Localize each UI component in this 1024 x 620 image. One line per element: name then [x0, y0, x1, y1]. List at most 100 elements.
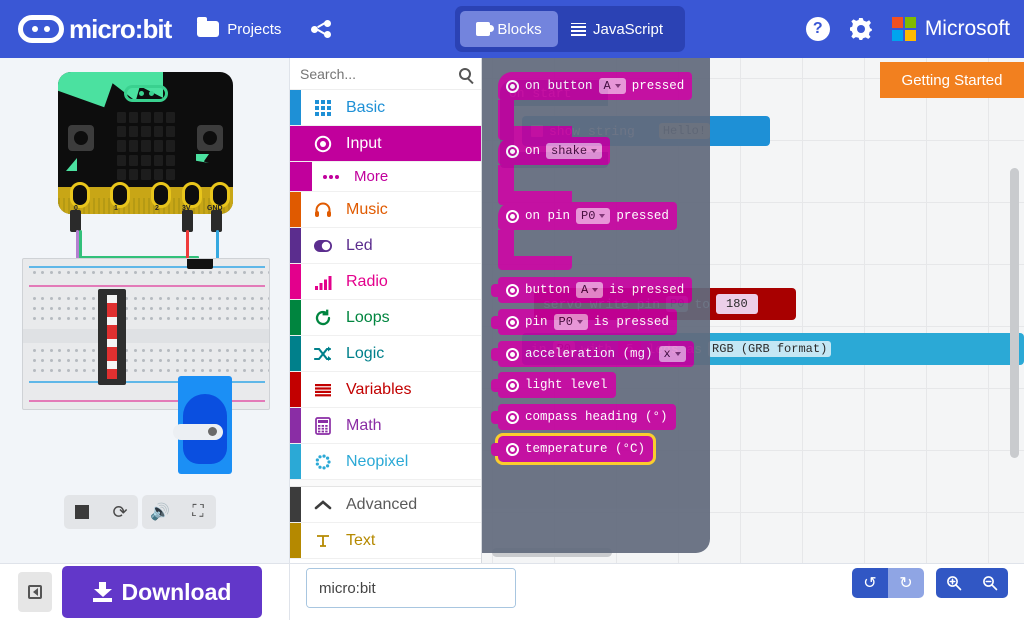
servo-angle-value[interactable]: 180 — [716, 294, 758, 314]
flyout-block-compass-heading[interactable]: compass heading (°) — [491, 404, 676, 430]
flyout-block-on-shake[interactable]: on shake — [498, 137, 611, 165]
flyout-block-pin-is-pressed[interactable]: pin P0 is pressed — [491, 309, 677, 335]
sidebar-item-led[interactable]: Led — [290, 228, 481, 264]
sidebar-item-logic[interactable]: Logic — [290, 336, 481, 372]
calculator-icon — [312, 416, 334, 435]
sidebar-item-label: Loops — [346, 308, 390, 326]
sidebar-item-more[interactable]: More — [290, 162, 481, 192]
download-button[interactable]: Download — [62, 566, 262, 618]
block-dropdown-field[interactable]: x — [658, 346, 686, 362]
block-dropdown-field[interactable]: P0 — [576, 208, 611, 224]
sidebar-item-math[interactable]: Math — [290, 408, 481, 444]
pin-ring-2[interactable] — [151, 182, 171, 208]
block-text: button — [525, 283, 571, 297]
block-dropdown-field[interactable]: P0 — [553, 314, 588, 330]
folder-icon — [197, 17, 220, 37]
sidebar-item-label: More — [354, 168, 389, 185]
sidebar-item-label: Basic — [346, 98, 386, 116]
microsoft-label: Microsoft — [924, 17, 1010, 40]
puzzle-icon — [476, 22, 495, 36]
pin-ring-1[interactable] — [110, 182, 130, 208]
projects-label: Projects — [227, 20, 282, 38]
pin-ring-0[interactable] — [70, 182, 90, 208]
sidebar-item-basic[interactable]: Basic — [290, 90, 481, 126]
neopixel-format-dropdown[interactable]: RGB (GRB format) — [708, 341, 832, 357]
fullscreen-button[interactable]: ⛶ — [192, 503, 204, 520]
text-t-icon — [312, 533, 334, 549]
flyout-block-acceleration[interactable]: acceleration (mg) x — [491, 341, 694, 367]
simulator-bottom-bar: Download — [0, 563, 290, 620]
dip-component — [98, 289, 126, 385]
zoom-in-button[interactable] — [936, 568, 972, 598]
target-circle-icon — [312, 135, 334, 153]
sidebar-item-loops[interactable]: Loops — [290, 300, 481, 336]
sidebar-item-label: Led — [346, 236, 373, 254]
stop-button[interactable] — [70, 500, 94, 524]
sidebar-item-radio[interactable]: Radio — [290, 264, 481, 300]
block-dropdown-field[interactable]: A — [576, 282, 604, 298]
servo-motor[interactable] — [173, 376, 232, 474]
undo-button[interactable]: ↺ — [852, 568, 888, 598]
value-plug-notch — [491, 411, 499, 424]
category-color-bar — [290, 408, 301, 443]
project-name-input[interactable] — [307, 569, 515, 607]
ellipsis-icon — [320, 173, 342, 181]
breadboard[interactable] — [22, 258, 270, 410]
sidebar-item-neopixel[interactable]: Neopixel — [290, 444, 481, 480]
board-button-b[interactable] — [197, 125, 223, 151]
microbit-logo[interactable]: micro:bit — [18, 14, 172, 45]
toolbox-divider — [290, 480, 481, 487]
search-input[interactable] — [300, 65, 440, 82]
gear-icon[interactable] — [850, 18, 872, 40]
share-icon — [311, 20, 332, 38]
restart-button[interactable]: ⟳ — [112, 501, 128, 522]
projects-button[interactable]: Projects — [197, 17, 282, 38]
simulator-controls: ⟳ 🔊 ⛶ — [64, 495, 216, 529]
sidebar-item-label: Advanced — [346, 495, 418, 513]
collapse-simulator-button[interactable] — [18, 572, 52, 612]
toolbox-search[interactable] — [290, 58, 481, 90]
pin-label-1: 1 — [114, 205, 118, 212]
microsoft-branding[interactable]: Microsoft — [891, 17, 1010, 41]
microbit-face-logo — [18, 15, 64, 43]
flyout-block-temperature[interactable]: temperature (°C) — [491, 433, 657, 465]
flyout-block-light-level[interactable]: light level — [491, 372, 616, 398]
connector-3v — [182, 210, 193, 232]
question-circle-icon[interactable]: ? — [805, 17, 830, 41]
tab-javascript[interactable]: JavaScript — [558, 11, 676, 47]
tab-blocks[interactable]: Blocks — [460, 11, 558, 47]
headphones-icon — [312, 201, 334, 219]
getting-started-label: Getting Started — [901, 71, 1003, 89]
mute-button[interactable]: 🔊 — [150, 504, 170, 521]
input-target-icon — [506, 378, 519, 392]
sidebar-item-text[interactable]: Text — [290, 523, 481, 559]
share-button[interactable] — [311, 20, 332, 38]
zoom-out-button[interactable] — [972, 568, 1008, 598]
getting-started-button[interactable]: Getting Started — [880, 62, 1024, 98]
block-text: is pressed — [593, 315, 669, 329]
pin-ring-3v[interactable] — [182, 182, 202, 208]
sidebar-item-advanced[interactable]: Advanced — [290, 487, 481, 523]
sidebar-item-input[interactable]: Input — [290, 126, 481, 162]
block-text: compass heading (°) — [525, 410, 668, 424]
sidebar-item-variables[interactable]: Variables — [290, 372, 481, 408]
undo-redo-group: ↺ ↻ — [852, 568, 924, 598]
vertical-scrollbar[interactable] — [1010, 168, 1019, 458]
pin-ring-gnd[interactable] — [210, 182, 230, 208]
board-button-a[interactable] — [68, 125, 94, 151]
flyout-block-on-pin-pressed[interactable]: on pin P0 pressed — [498, 202, 677, 230]
block-dropdown-field[interactable]: shake — [546, 143, 603, 159]
workspace-controls: ↺ ↻ — [852, 568, 1008, 598]
zoom-group — [936, 568, 1008, 598]
microbit-board[interactable]: 0 1 2 3V GND — [58, 72, 233, 214]
block-text: is pressed — [609, 283, 685, 297]
sidebar-item-music[interactable]: Music — [290, 192, 481, 228]
search-icon[interactable] — [459, 67, 471, 80]
flyout-block-foot — [498, 191, 572, 205]
input-target-icon — [506, 283, 519, 297]
usb-connector-icon — [124, 85, 168, 102]
block-dropdown-field[interactable]: A — [598, 78, 626, 94]
redo-button[interactable]: ↻ — [888, 568, 924, 598]
